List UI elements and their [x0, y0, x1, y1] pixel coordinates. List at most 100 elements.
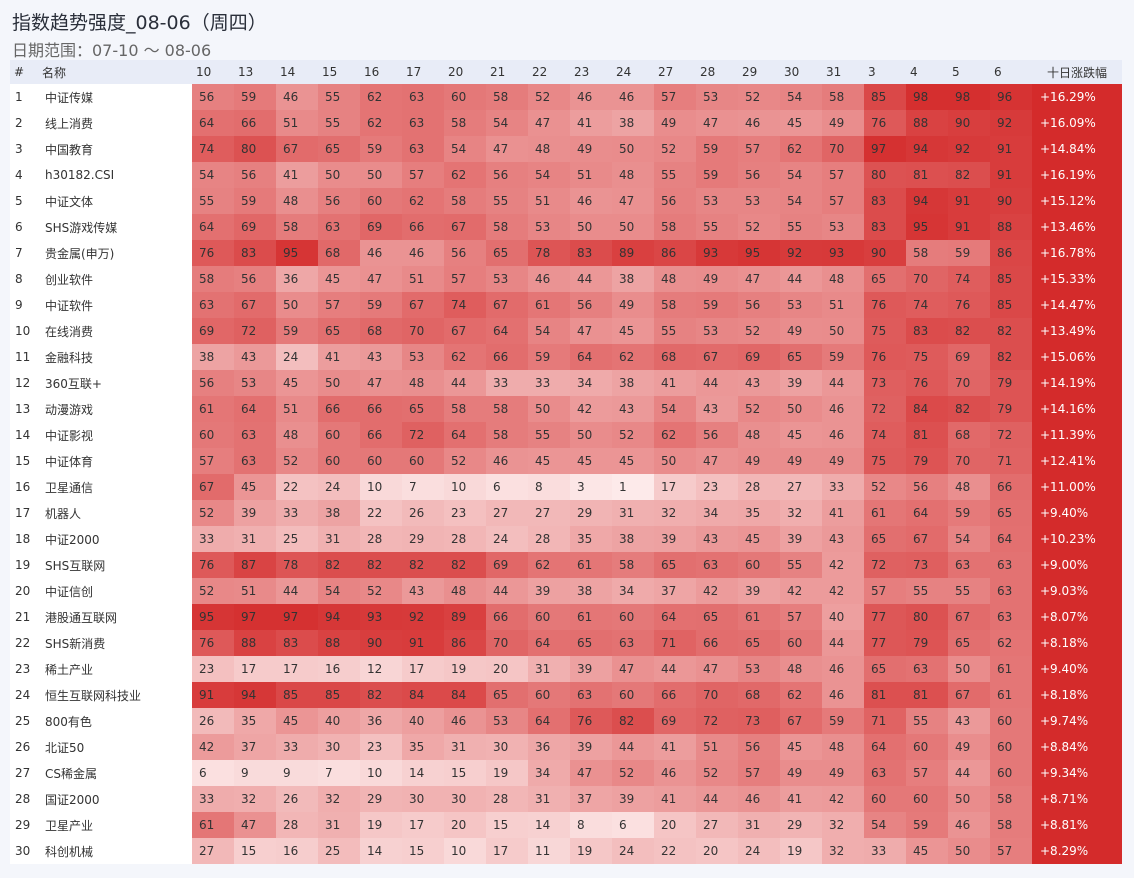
heatmap-cell: 46 [570, 84, 612, 110]
heatmap-cell: 27 [696, 812, 738, 838]
heatmap-cell: 50 [318, 370, 360, 396]
row-index: 30 [10, 838, 38, 864]
table-row: 18 中证2000 33 31 25 31 28 29 28 24 28 35 38 39 43 45 39 43… [10, 526, 1122, 552]
heatmap-cell: 82 [360, 682, 402, 708]
heatmap-cell: 65 [318, 136, 360, 162]
heatmap-cell: 58 [906, 240, 948, 266]
heatmap-cell: 65 [864, 656, 906, 682]
heatmap-cell: 56 [906, 474, 948, 500]
heatmap-cell: 1 [612, 474, 654, 500]
row-index: 17 [10, 500, 38, 526]
heatmap-cell: 27 [192, 838, 234, 864]
heatmap-cell: 48 [402, 370, 444, 396]
heatmap-cell: 52 [738, 318, 780, 344]
heatmap-cell: 63 [234, 448, 276, 474]
heatmap-cell: 6 [192, 760, 234, 786]
ten-day-change: +14.19% [1032, 370, 1122, 396]
heatmap-cell: 45 [780, 110, 822, 136]
heatmap-cell: 52 [528, 84, 570, 110]
heatmap-cell: 62 [360, 84, 402, 110]
heatmap-cell: 45 [234, 474, 276, 500]
heatmap-cell: 63 [990, 552, 1032, 578]
index-name: 360互联+ [38, 370, 192, 396]
table-row: 3 中国教育 74 80 67 65 59 63 54 47 48 49 50 52 59 57 62 70 97 9… [10, 136, 1122, 162]
heatmap-cell: 52 [612, 760, 654, 786]
heatmap-cell: 65 [948, 630, 990, 656]
heatmap-cell: 20 [486, 656, 528, 682]
heatmap-cell: 50 [948, 656, 990, 682]
heatmap-cell: 58 [822, 84, 864, 110]
heatmap-cell: 66 [234, 110, 276, 136]
heatmap-cell: 65 [486, 682, 528, 708]
heatmap-cell: 67 [444, 318, 486, 344]
table-row: 27 CS稀金属 6 9 9 7 10 14 15 19 34 47 52 46 52 57 49 49 63 57 4… [10, 760, 1122, 786]
heatmap-cell: 64 [528, 708, 570, 734]
header-date: 15 [318, 60, 360, 84]
heatmap-cell: 85 [990, 266, 1032, 292]
heatmap-cell: 75 [864, 318, 906, 344]
heatmap-cell: 90 [360, 630, 402, 656]
heatmap-cell: 44 [444, 370, 486, 396]
heatmap-cell: 84 [906, 396, 948, 422]
heatmap-cell: 44 [696, 370, 738, 396]
heatmap-cell: 57 [654, 84, 696, 110]
index-name: 卫星通信 [38, 474, 192, 500]
heatmap-cell: 62 [402, 188, 444, 214]
ten-day-change: +12.41% [1032, 448, 1122, 474]
heatmap-cell: 52 [696, 760, 738, 786]
heatmap-cell: 48 [780, 656, 822, 682]
heatmap-cell: 91 [948, 214, 990, 240]
ten-day-change: +9.74% [1032, 708, 1122, 734]
heatmap-cell: 61 [570, 552, 612, 578]
heatmap-cell: 14 [528, 812, 570, 838]
heatmap-cell: 70 [822, 136, 864, 162]
index-name: SHS新消费 [38, 630, 192, 656]
heatmap-cell: 58 [486, 84, 528, 110]
heatmap-cell: 94 [318, 604, 360, 630]
heatmap-cell: 39 [654, 526, 696, 552]
heatmap-cell: 44 [612, 734, 654, 760]
heatmap-cell: 67 [948, 604, 990, 630]
heatmap-cell: 49 [822, 110, 864, 136]
heatmap-cell: 91 [990, 162, 1032, 188]
heatmap-cell: 43 [360, 344, 402, 370]
heatmap-cell: 55 [318, 110, 360, 136]
heatmap-cell: 64 [192, 214, 234, 240]
heatmap-cell: 31 [612, 500, 654, 526]
heatmap-cell: 46 [528, 266, 570, 292]
heatmap-cell: 67 [234, 292, 276, 318]
ten-day-change: +9.34% [1032, 760, 1122, 786]
heatmap-cell: 93 [822, 240, 864, 266]
heatmap-cell: 93 [360, 604, 402, 630]
page-title: 指数趋势强度_08-06（周四） [12, 12, 267, 34]
heatmap-cell: 50 [612, 214, 654, 240]
heatmap-cell: 60 [318, 422, 360, 448]
heatmap-cell: 65 [486, 240, 528, 266]
heatmap-cell: 66 [990, 474, 1032, 500]
heatmap-cell: 33 [528, 370, 570, 396]
heatmap-cell: 85 [990, 292, 1032, 318]
heatmap-cell: 15 [234, 838, 276, 864]
heatmap-cell: 65 [570, 630, 612, 656]
heatmap-cell: 19 [444, 656, 486, 682]
ten-day-change: +16.19% [1032, 162, 1122, 188]
heatmap-cell: 67 [906, 526, 948, 552]
heatmap-cell: 48 [822, 734, 864, 760]
heatmap-cell: 57 [402, 162, 444, 188]
heatmap-cell: 61 [864, 500, 906, 526]
heatmap-cell: 46 [276, 84, 318, 110]
heatmap-cell: 76 [192, 240, 234, 266]
ten-day-change: +16.78% [1032, 240, 1122, 266]
heatmap-cell: 61 [192, 812, 234, 838]
index-name: 中证文体 [38, 188, 192, 214]
heatmap-cell: 71 [864, 708, 906, 734]
heatmap-cell: 34 [528, 760, 570, 786]
heatmap-cell: 55 [906, 708, 948, 734]
heatmap-cell: 92 [780, 240, 822, 266]
heatmap-cell: 92 [402, 604, 444, 630]
heatmap-cell: 88 [906, 110, 948, 136]
heatmap-cell: 58 [990, 786, 1032, 812]
heatmap-cell: 76 [192, 630, 234, 656]
heatmap-cell: 44 [780, 266, 822, 292]
heatmap-cell: 33 [192, 786, 234, 812]
